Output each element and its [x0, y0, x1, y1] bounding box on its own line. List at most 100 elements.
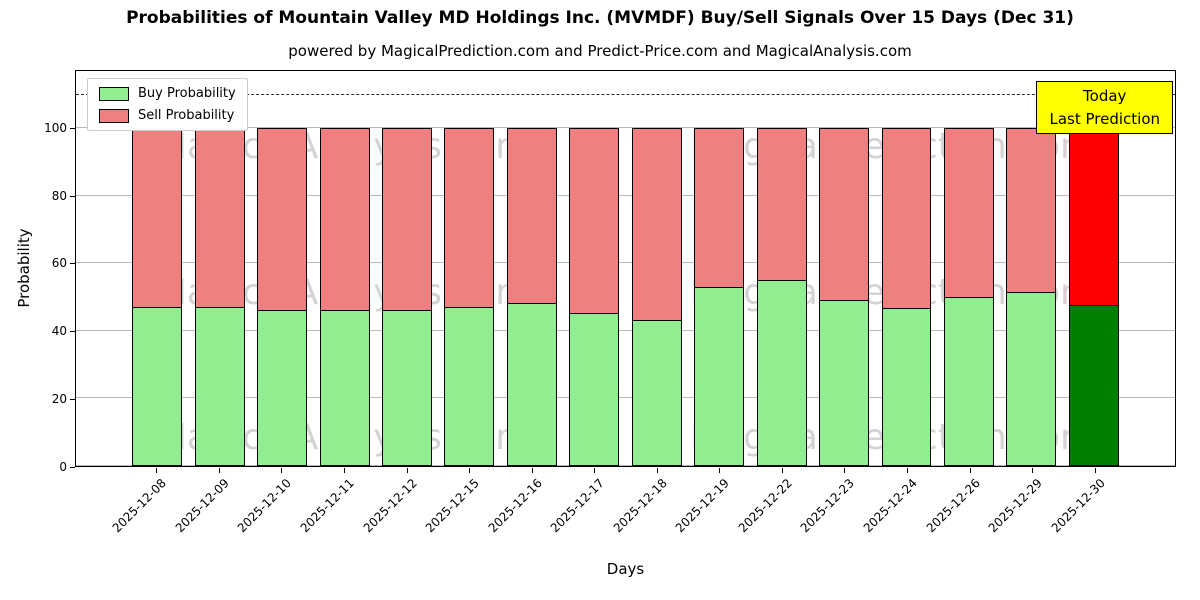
buy-segment [820, 301, 868, 465]
x-tick-label: 2025-12-08 [109, 476, 170, 536]
buy-segment [133, 307, 182, 465]
chart-subtitle: powered by MagicalPrediction.com and Pre… [288, 42, 912, 60]
x-tick-mark [656, 468, 658, 473]
x-tick-mark [1094, 468, 1096, 473]
stacked-bar [1068, 128, 1119, 466]
gridline [76, 329, 1175, 331]
bar-slot [438, 71, 500, 466]
gridline [76, 194, 1175, 196]
buy-segment [258, 311, 307, 465]
legend-item-buy: Buy Probability [99, 86, 236, 101]
buy-segment [944, 297, 993, 465]
gridline [76, 465, 1175, 466]
bar-slot [563, 71, 625, 466]
stacked-bar [132, 128, 183, 466]
bar-slot [501, 71, 563, 466]
sell-segment [820, 129, 868, 302]
x-tick-label: 2025-12-22 [735, 476, 795, 536]
buy-swatch-icon [99, 86, 129, 101]
x-tick-mark [469, 468, 471, 473]
x-tick-mark [281, 468, 283, 473]
stacked-bar [1006, 128, 1057, 466]
gridline [76, 127, 1175, 129]
x-axis-label: Days [606, 560, 645, 578]
threshold-dashed-line [76, 93, 1175, 95]
stacked-bar [943, 128, 994, 466]
bar-slot [750, 71, 812, 466]
sell-segment [570, 129, 619, 315]
legend-label-sell: Sell Probability [138, 108, 235, 123]
bar-slot [313, 71, 375, 466]
y-tick-mark [70, 331, 75, 333]
buy-segment [195, 307, 244, 465]
bar-slot [1063, 71, 1125, 466]
buy-segment [570, 314, 619, 465]
x-tick-label: 2025-12-23 [798, 476, 858, 536]
annotation-line-2: Last Prediction [1049, 109, 1160, 128]
x-tick-mark [719, 468, 721, 473]
bar-slot [376, 71, 438, 466]
x-tick-mark [406, 468, 408, 473]
sell-segment [195, 129, 244, 308]
x-tick-label: 2025-12-10 [235, 476, 295, 536]
x-tick-mark [907, 468, 909, 473]
x-tick-label: 2025-12-18 [610, 476, 670, 536]
x-tick-label: 2025-12-30 [1048, 476, 1108, 536]
bar-slot [1000, 71, 1062, 466]
stacked-bar [257, 128, 308, 466]
stacked-bar [319, 128, 370, 466]
y-tick-label: 20 [51, 392, 67, 407]
stacked-bar [819, 128, 869, 466]
y-tick-label: 100 [44, 120, 67, 135]
bar-slot [688, 71, 750, 466]
buy-segment [445, 307, 494, 465]
x-tick-mark [844, 468, 846, 473]
sell-segment [133, 129, 182, 308]
y-tick-mark [70, 195, 75, 197]
y-tick-mark [70, 467, 75, 468]
x-tick-label: 2025-12-09 [172, 476, 232, 536]
x-tick-mark [594, 468, 596, 473]
legend-label-buy: Buy Probability [138, 86, 236, 101]
x-tick-label: 2025-12-11 [297, 476, 357, 536]
bar-slot [126, 71, 188, 466]
sell-segment [695, 129, 744, 288]
x-tick-label: 2025-12-29 [985, 476, 1046, 536]
sell-swatch-icon [99, 108, 129, 123]
today-annotation: Today Last Prediction [1036, 81, 1173, 134]
bar-slot [938, 71, 1000, 466]
sell-segment [882, 129, 931, 310]
x-tick-mark [781, 468, 783, 473]
stacked-bar [506, 128, 557, 466]
annotation-line-1: Today [1083, 87, 1127, 105]
buy-segment [320, 311, 369, 465]
x-tick-label: 2025-12-19 [673, 476, 733, 536]
x-tick-label: 2025-12-12 [360, 476, 420, 536]
x-tick-mark [218, 468, 220, 473]
bar-slot [813, 71, 875, 466]
bar-slot [188, 71, 250, 466]
y-tick-mark [70, 127, 75, 129]
bar-slot [875, 71, 937, 466]
sell-segment [445, 129, 494, 308]
x-tick-label: 2025-12-26 [923, 476, 983, 536]
buy-segment [383, 311, 431, 465]
stacked-bar [694, 128, 745, 466]
y-tick-label: 60 [51, 256, 67, 271]
bars-container [126, 71, 1125, 466]
y-tick-label: 40 [51, 324, 67, 339]
y-tick-mark [70, 263, 75, 265]
sell-segment [507, 129, 556, 305]
x-tick-mark [156, 468, 158, 473]
legend-item-sell: Sell Probability [99, 108, 236, 123]
x-tick-label: 2025-12-17 [547, 476, 608, 536]
stacked-bar [881, 128, 932, 466]
sell-segment [1007, 129, 1056, 293]
buy-segment [1069, 306, 1118, 465]
y-tick-mark [70, 399, 75, 401]
x-tick-label: 2025-12-15 [422, 476, 482, 536]
gridline [76, 397, 1175, 399]
sell-segment [632, 129, 681, 322]
legend: Buy Probability Sell Probability [87, 78, 248, 131]
x-tick-mark [343, 468, 345, 473]
